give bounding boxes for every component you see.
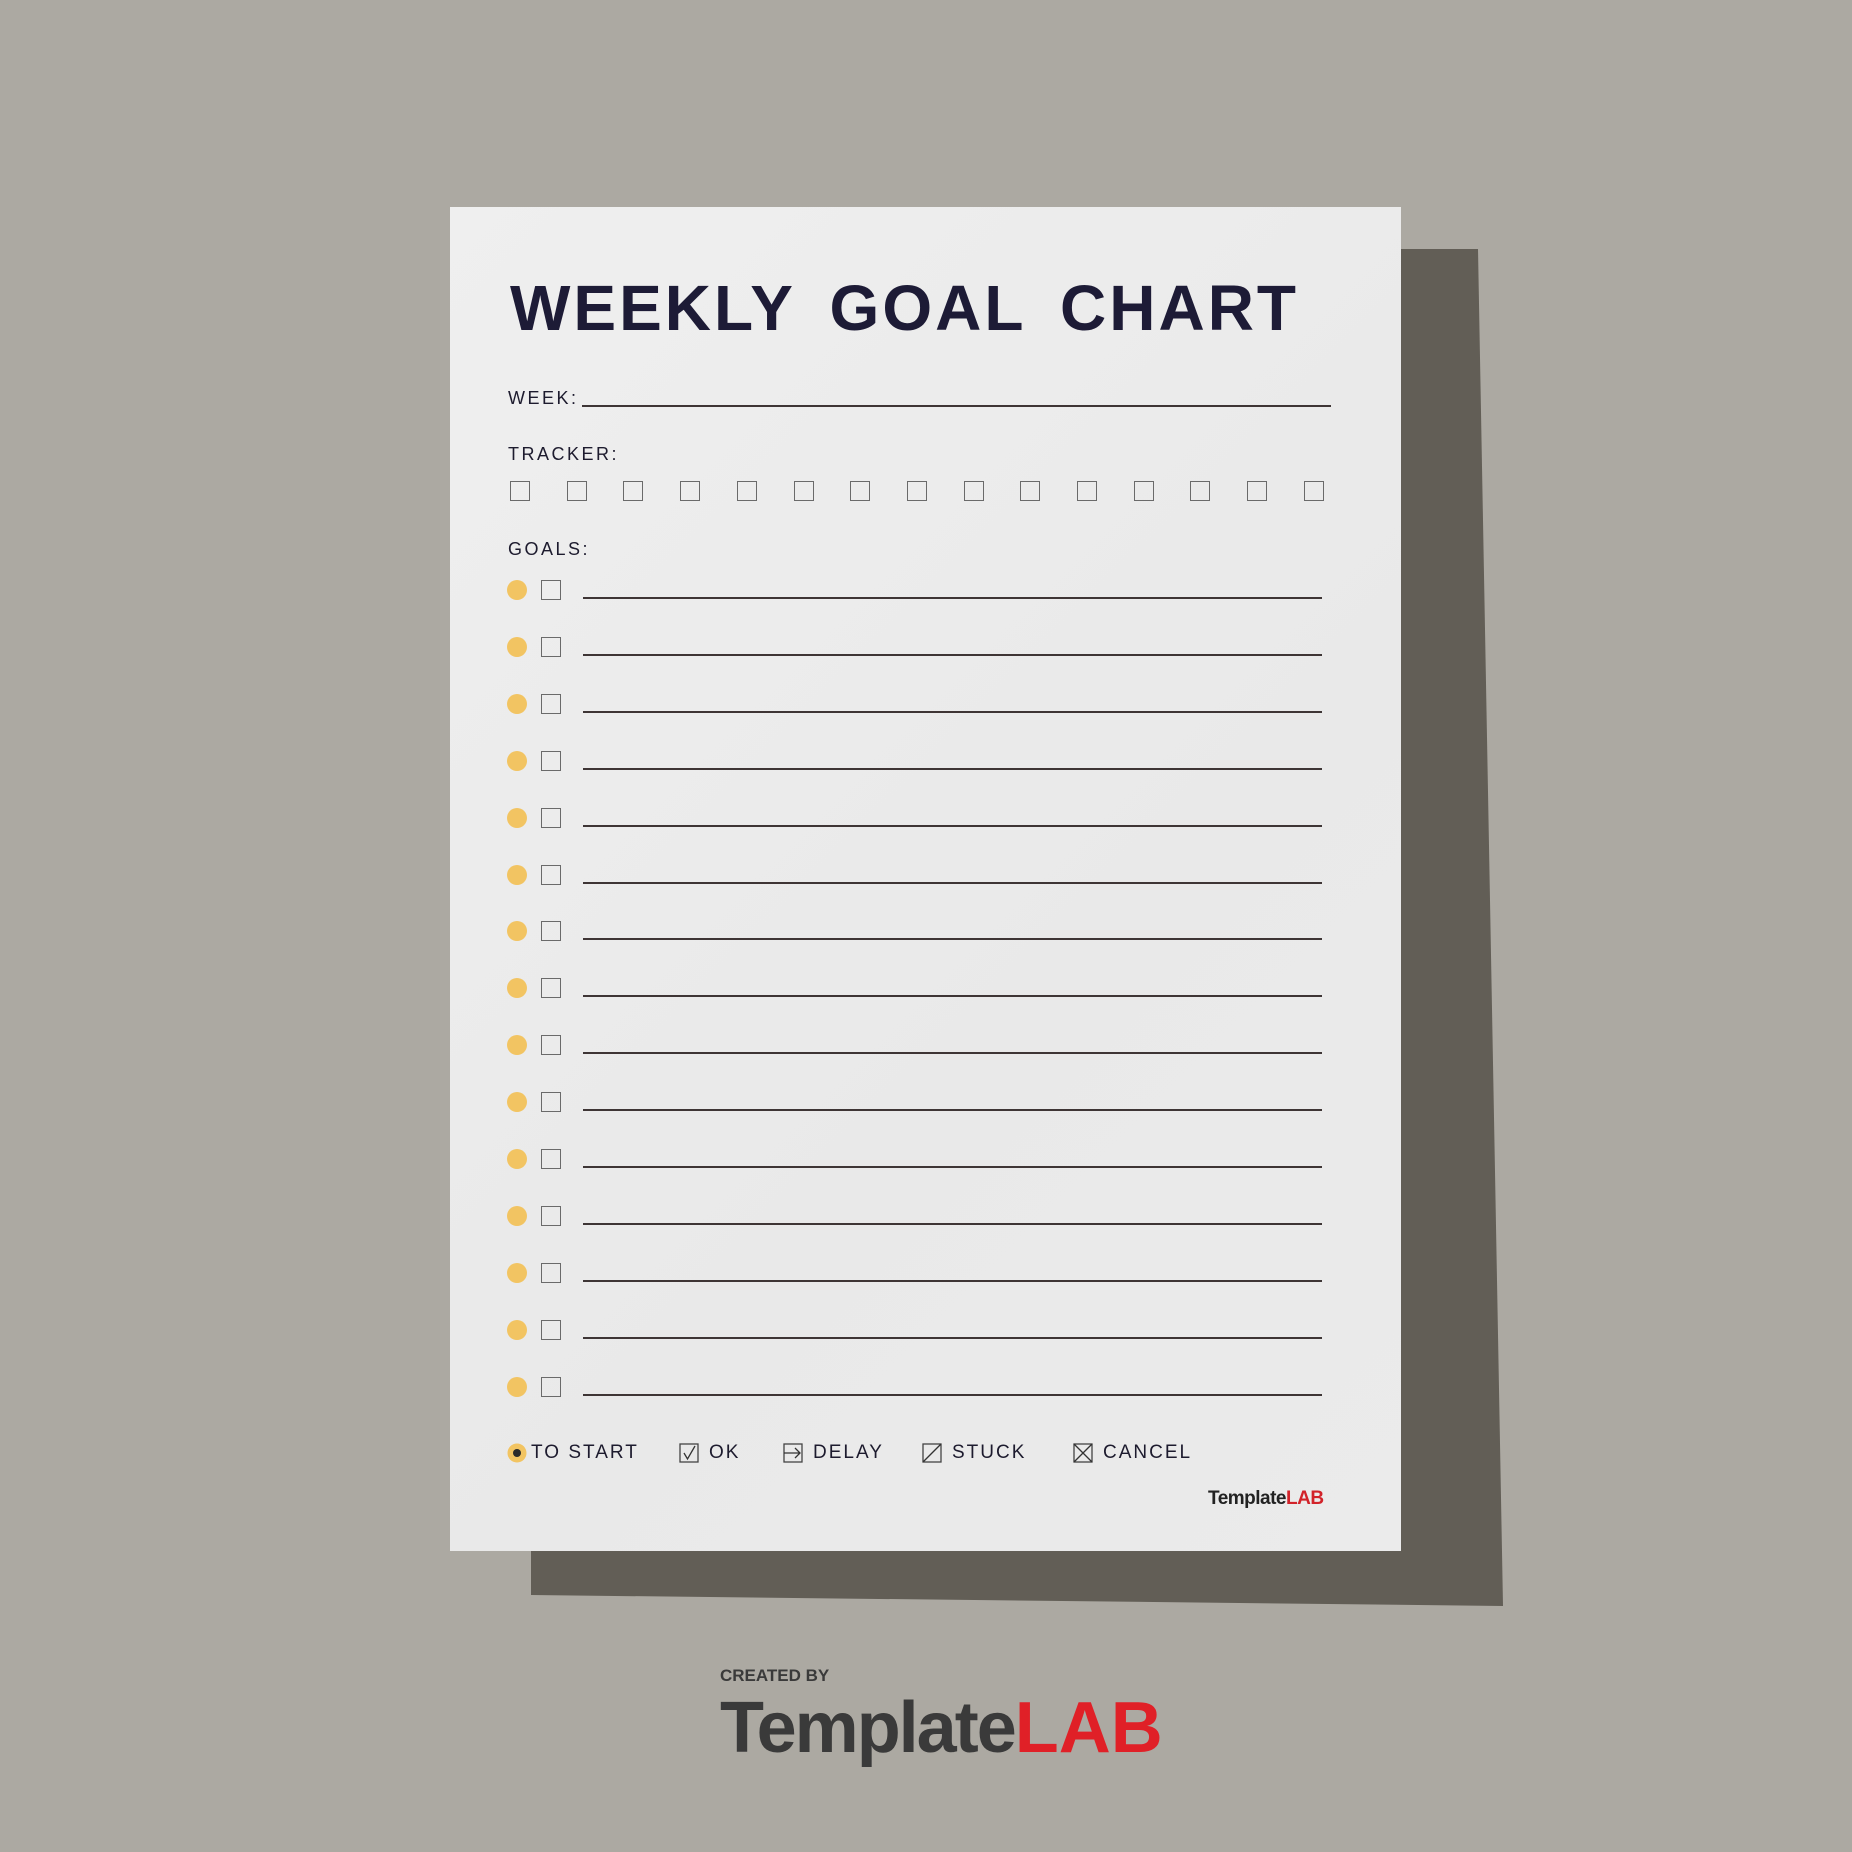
box-slash-icon <box>922 1443 942 1463</box>
goal-checkbox[interactable] <box>541 580 561 600</box>
legend-label-to-start: TO START <box>531 1442 639 1463</box>
goal-status-dot <box>507 1092 527 1113</box>
tracker-checkbox[interactable] <box>1133 481 1154 501</box>
goal-status-dot <box>507 580 527 600</box>
created-by-text: CREATED BY <box>720 1666 830 1685</box>
goal-input-line[interactable] <box>583 1109 1322 1112</box>
goal-input-line[interactable] <box>583 1222 1322 1225</box>
goal-input-line[interactable] <box>583 1393 1322 1396</box>
goal-input-line[interactable] <box>583 1279 1322 1282</box>
goal-input-line[interactable] <box>583 995 1322 998</box>
goal-chart-sheet: WEEKLY GOAL CHART WEEK: TRACKER: GOALS: … <box>450 207 1401 1551</box>
tracker-checkbox[interactable] <box>850 481 871 501</box>
tracker-checkbox[interactable] <box>566 481 587 501</box>
goal-input-line[interactable] <box>583 1052 1322 1055</box>
goal-status-dot <box>507 1035 527 1056</box>
goal-status-dot <box>507 807 527 828</box>
tracker-checkbox[interactable] <box>736 481 757 501</box>
goal-input-line[interactable] <box>583 1166 1322 1168</box>
goal-input-line[interactable] <box>583 767 1322 770</box>
templatelab-logo: TemplateLAB <box>1208 1488 1324 1510</box>
tracker-checkbox[interactable] <box>623 481 644 501</box>
goal-status-dot <box>507 750 527 771</box>
goal-checkbox[interactable] <box>541 1035 561 1056</box>
tracker-checkbox[interactable] <box>510 481 530 501</box>
goal-status-dot <box>507 978 527 999</box>
page-title: WEEKLY GOAL CHART <box>510 272 1299 344</box>
goal-input-line[interactable] <box>583 710 1322 713</box>
goal-checkbox[interactable] <box>541 1262 561 1283</box>
goal-input-line[interactable] <box>583 824 1322 827</box>
goal-status-dot <box>507 1149 527 1169</box>
goals-label: GOALS: <box>508 539 591 559</box>
goal-status-dot <box>507 1262 527 1283</box>
goal-status-dot <box>507 864 527 885</box>
goal-status-dot <box>507 1205 527 1226</box>
tracker-checkbox[interactable] <box>963 481 984 501</box>
goal-checkbox[interactable] <box>541 978 561 999</box>
tracker-checkbox[interactable] <box>793 481 814 501</box>
goal-input-line[interactable] <box>583 938 1322 941</box>
goal-checkbox[interactable] <box>541 1319 561 1340</box>
dot-circle-icon <box>507 1443 527 1463</box>
credit-template-text: Template <box>720 1688 1017 1768</box>
tracker-checkbox[interactable] <box>1020 481 1041 501</box>
tracker-checkbox[interactable] <box>1303 481 1324 501</box>
goal-status-dot <box>507 1376 527 1397</box>
goal-status-dot <box>507 921 527 942</box>
checkbox-check-icon <box>679 1443 699 1463</box>
tracker-checkbox[interactable] <box>906 481 927 501</box>
created-by-logo: CREATED BY TemplateLAB <box>720 1666 1163 1768</box>
goal-status-dot <box>507 1319 527 1340</box>
goal-input-line[interactable] <box>583 881 1322 884</box>
goal-status-dot <box>507 636 527 657</box>
legend-label-cancel: CANCEL <box>1103 1442 1193 1463</box>
logo-text-template: Template <box>1208 1488 1287 1509</box>
goal-checkbox[interactable] <box>541 1205 561 1226</box>
goal-input-line[interactable] <box>583 597 1322 599</box>
goal-checkbox[interactable] <box>541 921 561 942</box>
goal-checkbox[interactable] <box>541 636 561 657</box>
box-arrow-icon <box>783 1443 803 1463</box>
logo-text-lab: LAB <box>1286 1488 1324 1509</box>
tracker-checkbox[interactable] <box>680 481 701 501</box>
legend-label-stuck: STUCK <box>952 1442 1027 1463</box>
goal-checkbox[interactable] <box>541 864 561 885</box>
tracker-label: TRACKER: <box>508 444 620 464</box>
tracker-checkbox[interactable] <box>1190 481 1211 501</box>
goal-input-line[interactable] <box>583 1336 1322 1339</box>
goal-checkbox[interactable] <box>541 750 561 771</box>
legend-label-ok: OK <box>709 1442 741 1463</box>
goal-checkbox[interactable] <box>541 807 561 828</box>
tracker-checkbox[interactable] <box>1247 481 1268 501</box>
goal-status-dot <box>507 693 527 714</box>
week-label: WEEK: <box>508 388 579 408</box>
goal-checkbox[interactable] <box>541 1376 561 1397</box>
tracker-checkbox[interactable] <box>1077 481 1097 501</box>
goal-checkbox[interactable] <box>541 693 561 714</box>
goal-checkbox[interactable] <box>541 1149 561 1169</box>
box-x-icon <box>1073 1443 1093 1463</box>
week-field[interactable] <box>582 405 1331 407</box>
goal-checkbox[interactable] <box>541 1092 561 1113</box>
credit-lab-text: LAB <box>1014 1688 1163 1768</box>
goal-input-line[interactable] <box>583 653 1322 656</box>
legend-label-delay: DELAY <box>813 1442 884 1463</box>
